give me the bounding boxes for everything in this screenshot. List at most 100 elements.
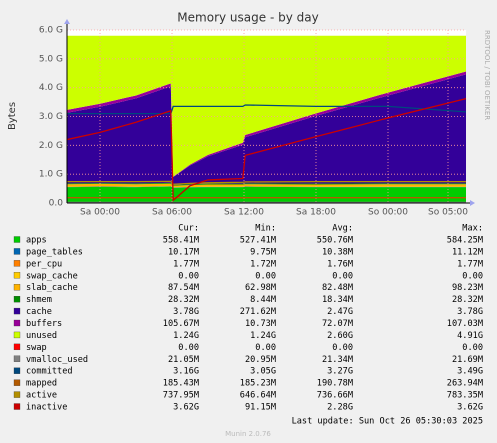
stats-value: 107.03M	[447, 319, 483, 329]
stats-value: 2.47G	[327, 307, 353, 317]
y-tick-label: 2.0 G	[39, 141, 63, 151]
stats-header: Cur:	[178, 224, 199, 234]
legend-label: per_cpu	[26, 259, 62, 269]
stats-value: 10.73M	[245, 319, 276, 329]
legend-swatch	[13, 319, 21, 327]
footer: Munin 2.0.76	[225, 430, 271, 438]
stats-value: 190.78M	[317, 379, 353, 389]
stats-value: 2.60G	[327, 331, 353, 341]
stats-value: 783.35M	[447, 391, 483, 401]
legend-label: buffers	[26, 319, 62, 329]
stats-value: 185.43M	[163, 379, 199, 389]
stats-value: 0.00	[255, 343, 276, 353]
stats-value: 20.95M	[245, 355, 276, 365]
stats-value: 646.64M	[240, 391, 276, 401]
legend-label: slab_cache	[26, 283, 78, 293]
watermark: RRDTOOL / TOBI OETIKER	[483, 30, 491, 120]
stats-value: 0.00	[178, 343, 199, 353]
stats-value: 2.28G	[327, 403, 353, 413]
y-axis-arrow	[64, 19, 70, 24]
stats-value: 98.23M	[452, 283, 483, 293]
stats-value: 21.69M	[452, 355, 483, 365]
stats-value: 62.98M	[245, 283, 276, 293]
stats-value: 4.91G	[457, 331, 483, 341]
x-tick-label: Sa 06:00	[152, 208, 192, 218]
legend-swatch	[13, 295, 21, 303]
x-tick-label: So 05:00	[428, 208, 468, 218]
x-tick-label: Sa 12:00	[224, 208, 264, 218]
stats-value: 11.12M	[452, 247, 483, 257]
legend-label: swap_cache	[26, 271, 78, 281]
legend-swatch	[13, 236, 21, 243]
stats-value: 1.76M	[327, 259, 353, 269]
stats-value: 87.54M	[168, 283, 199, 293]
stats-value: 91.15M	[245, 403, 276, 413]
legend-swatch	[13, 248, 21, 255]
legend-label: committed	[26, 367, 73, 377]
stats-value: 0.00	[332, 343, 353, 353]
stats-header: Min:	[255, 224, 276, 234]
stats-value: 1.77M	[457, 259, 483, 269]
stats-value: 558.41M	[163, 236, 199, 246]
x-tick-label: Sa 00:00	[80, 208, 120, 218]
line-committed	[67, 104, 467, 115]
y-tick-label: 6.0 G	[39, 26, 63, 36]
stats-value: 21.05M	[168, 355, 199, 365]
area-apps	[67, 186, 466, 203]
stats-value: 0.00	[462, 271, 483, 281]
legend-swatch	[13, 260, 21, 267]
stats-value: 10.38M	[322, 247, 353, 257]
legend-label: inactive	[26, 403, 67, 413]
stats-value: 271.62M	[240, 307, 276, 317]
legend-label: unused	[26, 331, 57, 341]
stats-value: 263.94M	[447, 379, 483, 389]
stats-value: 1.77M	[173, 259, 199, 269]
stats-value: 3.05G	[250, 367, 276, 377]
x-tick-label: So 00:00	[368, 208, 408, 218]
legend-swatch	[13, 355, 21, 362]
stats-value: 550.76M	[317, 236, 353, 246]
y-axis-label: Bytes	[7, 102, 18, 130]
stats-value: 21.34M	[322, 355, 353, 365]
legend-label: apps	[26, 236, 47, 246]
axes: 0.0 1.0 G 2.0 G 3.0 G 4.0 G 5.0 G 6.0 G Sa 00:0…	[39, 19, 475, 218]
stats-value: 527.41M	[240, 236, 276, 246]
legend-label: shmem	[26, 295, 52, 305]
stats-value: 28.32M	[168, 295, 199, 305]
legend-label: mapped	[26, 379, 57, 389]
area-slab-cache	[67, 183, 466, 188]
stats-value: 9.75M	[250, 247, 276, 257]
x-axis-arrow	[470, 200, 475, 206]
legend-label: vmalloc_used	[26, 355, 88, 365]
stats-value: 3.49G	[457, 367, 483, 377]
stats-value: 737.95M	[163, 391, 199, 401]
stats-value: 3.78G	[173, 307, 199, 317]
area-unused	[67, 35, 466, 177]
legend-swatch	[13, 284, 21, 291]
y-tick-label: 3.0 G	[39, 112, 63, 122]
y-tick-label: 5.0 G	[39, 54, 63, 64]
stats-value: 0.00	[462, 343, 483, 353]
stats-value: 3.27G	[327, 367, 353, 377]
legend-swatch	[13, 343, 21, 351]
area-page-tables	[67, 186, 466, 188]
stats-value: 3.62G	[457, 403, 483, 413]
legend: Cur: Min: Avg: Max: apps 558.41M 527.41M 550.76…	[13, 224, 483, 413]
y-tick-label: 0.0	[49, 199, 64, 209]
y-tick-label: 4.0 G	[39, 83, 63, 93]
legend-swatch	[13, 331, 21, 339]
stats-value: 1.24G	[173, 331, 199, 341]
legend-label: active	[26, 391, 57, 401]
stats-value: 1.72M	[250, 259, 276, 269]
lines	[66, 97, 467, 204]
legend-swatch	[13, 307, 21, 315]
stats-value: 0.00	[255, 271, 276, 281]
stats-value: 105.67M	[163, 319, 199, 329]
legend-swatch	[13, 367, 21, 374]
stats-value: 72.07M	[322, 319, 353, 329]
y-tick-label: 1.0 G	[39, 170, 63, 180]
stats-value: 185.23M	[240, 379, 276, 389]
stats-value: 1.24G	[250, 331, 276, 341]
